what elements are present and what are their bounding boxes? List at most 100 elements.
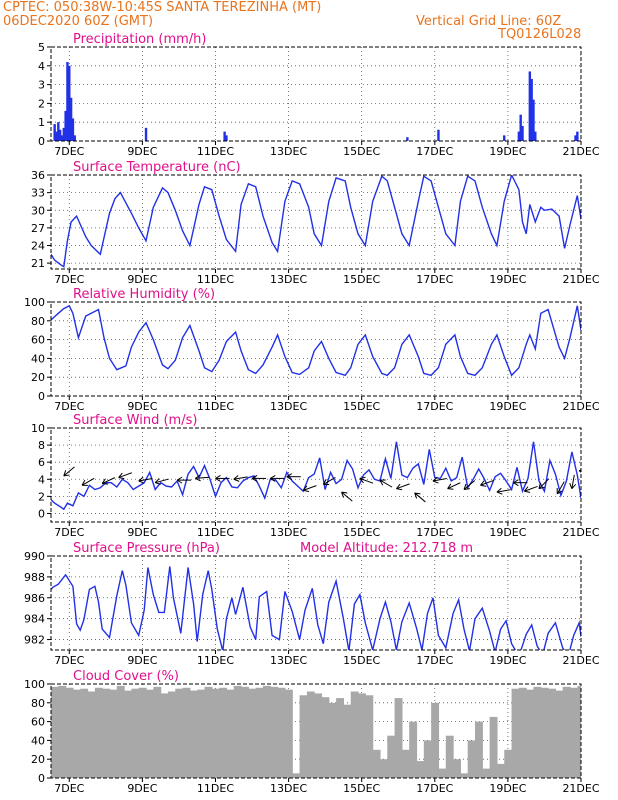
- cloud-bar: [211, 688, 220, 778]
- cloud-bar: [277, 687, 286, 778]
- cloud-bar: [292, 773, 301, 778]
- y-tick-label: 0: [38, 772, 45, 785]
- wind-arrow-icon: [101, 477, 116, 485]
- y-tick-label: 990: [24, 550, 45, 563]
- grid-note: Vertical Grid Line: 60Z: [416, 14, 562, 29]
- cloud-bar: [350, 691, 359, 778]
- cloud-bar: [577, 685, 581, 778]
- x-tick-label: 21DEC: [562, 145, 599, 158]
- wind-arrow-icon: [63, 466, 75, 477]
- x-tick-label: 9DEC: [127, 526, 157, 539]
- cloud-bar: [255, 687, 264, 778]
- cloud-bar: [241, 686, 249, 778]
- x-tick-label: 17DEC: [416, 400, 453, 413]
- x-tick-label: 21DEC: [562, 273, 599, 286]
- y-tick-label: 40: [31, 352, 45, 365]
- x-tick-label: 7DEC: [54, 654, 84, 667]
- wind-arrow-icon: [270, 474, 285, 482]
- y-tick-label: 984: [24, 613, 45, 626]
- cloud-bar: [475, 721, 483, 778]
- panel-annotation: Model Altitude: 212.718 m: [300, 541, 473, 556]
- x-tick-label: 15DEC: [343, 145, 380, 158]
- x-tick-label: 19DEC: [489, 145, 526, 158]
- panel-frame: [50, 174, 582, 270]
- cloud-bar: [562, 686, 571, 778]
- y-tick-label: 988: [24, 571, 45, 584]
- x-tick-label: 11DEC: [197, 273, 234, 286]
- x-tick-label: 13DEC: [270, 526, 307, 539]
- cloud-bar: [102, 688, 111, 778]
- series-line: [51, 441, 581, 511]
- cloud-bar: [263, 685, 271, 778]
- wind-arrow-icon: [496, 487, 511, 495]
- x-tick-label: 19DEC: [489, 526, 526, 539]
- x-tick-label: 13DEC: [270, 654, 307, 667]
- panel-frame: [50, 427, 582, 523]
- x-tick-label: 17DEC: [416, 654, 453, 667]
- y-tick-label: 4: [38, 60, 45, 73]
- x-tick-label: 13DEC: [270, 400, 307, 413]
- y-tick-label: 0: [38, 135, 45, 148]
- x-tick-label: 21DEC: [562, 400, 599, 413]
- cloud-bar: [189, 690, 198, 778]
- plot-area: [51, 428, 581, 522]
- panel-3: Relative Humidity (%) 0 20 40 60 80 100 7DEC 9DE…: [24, 287, 600, 413]
- cloud-bar: [445, 735, 454, 778]
- y-tick-label: 2: [38, 490, 45, 503]
- series-line: [51, 566, 581, 650]
- cloud-bar: [489, 716, 498, 778]
- cloud-bar: [372, 749, 381, 778]
- x-tick-label: 17DEC: [416, 145, 453, 158]
- wind-arrow-icon: [432, 476, 447, 484]
- cloud-bar: [72, 689, 81, 778]
- wind-arrow-icon: [195, 474, 210, 482]
- panel-title: Relative Humidity (%): [73, 287, 215, 302]
- wind-arrow-icon: [251, 474, 267, 482]
- cloud-bar: [504, 749, 513, 778]
- panel-5: Surface Pressure (hPa) Model Altitude: 21…: [24, 541, 600, 667]
- cloud-bar: [533, 686, 542, 778]
- wind-arrow-icon: [215, 474, 230, 482]
- panel-1: Precipitation (mm/h) 0 1 2 3 4 5 7DEC 9DEC 11DEC 1…: [38, 32, 600, 158]
- station-title: CPTEC: 050:38W-10:45S SANTA TEREZINHA (M…: [3, 0, 322, 15]
- wind-arrow-icon: [538, 478, 550, 490]
- x-tick-label: 11DEC: [197, 526, 234, 539]
- y-tick-label: 8: [38, 439, 45, 452]
- panel-4: Surface Wind (m/s) 0 2 4 6 8 10 7DEC 9DEC 11DEC 13…: [31, 413, 600, 539]
- plot-area: [51, 175, 581, 269]
- panel-frame: [50, 555, 582, 651]
- precip-bar: [532, 99, 535, 141]
- wind-arrow-icon: [523, 485, 538, 493]
- cloud-bar: [526, 689, 535, 778]
- cloud-bar: [109, 689, 118, 778]
- x-tick-label: 19DEC: [489, 273, 526, 286]
- x-tick-label: 9DEC: [127, 400, 157, 413]
- cloud-bar: [219, 687, 228, 778]
- panel-title: Surface Temperature (nC): [73, 160, 241, 175]
- wind-arrow-icon: [359, 476, 374, 484]
- cloud-bar: [87, 691, 96, 778]
- y-tick-label: 80: [31, 697, 45, 710]
- x-tick-label: 13DEC: [270, 273, 307, 286]
- cloud-bar: [518, 687, 527, 778]
- y-tick-label: 6: [38, 456, 45, 469]
- precip-bar: [406, 137, 409, 141]
- x-tick-label: 9DEC: [127, 654, 157, 667]
- precip-bar: [57, 122, 60, 141]
- cloud-bar: [570, 687, 578, 778]
- x-tick-label: 9DEC: [127, 273, 157, 286]
- x-tick-label: 7DEC: [54, 273, 84, 286]
- cloud-bar: [358, 693, 366, 778]
- y-tick-label: 3: [38, 79, 45, 92]
- precip-bar: [68, 65, 71, 141]
- wind-arrow-icon: [396, 483, 410, 491]
- cloud-bar: [431, 702, 440, 778]
- y-tick-label: 21: [31, 257, 45, 270]
- wind-arrow-icon: [379, 479, 393, 488]
- y-tick-label: 5: [38, 41, 45, 54]
- wind-arrow-icon: [176, 476, 192, 484]
- precip-bar: [517, 131, 521, 141]
- y-tick-label: 2: [38, 97, 45, 110]
- x-tick-label: 17DEC: [416, 782, 453, 795]
